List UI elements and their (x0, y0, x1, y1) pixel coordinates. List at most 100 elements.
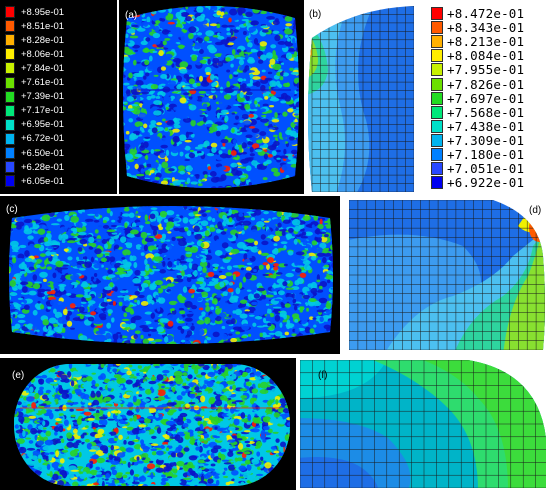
legend-right-swatch (431, 133, 443, 147)
panel-a-stress-contour: (a) (119, 0, 304, 194)
legend-right-entry: +7.051e-01 (431, 161, 524, 176)
legend-right-entry: +8.084e-01 (431, 48, 524, 63)
panel-c-stress-contour: (c) (0, 196, 340, 354)
panel-f-mesh-contour: (f) (298, 358, 550, 490)
legend-right-swatch (431, 105, 443, 119)
legend-right-entry: +7.309e-01 (431, 133, 524, 148)
legend-right-swatch (431, 49, 443, 63)
legend-right-value: +7.438e-01 (447, 118, 525, 134)
legend-right-value: +8.084e-01 (447, 48, 525, 64)
mesh-plot-b (308, 6, 414, 192)
legend-right-value: +8.213e-01 (447, 34, 525, 50)
legend-left-value: +7.39e-01 (21, 91, 65, 103)
contour-plot-e (14, 364, 290, 486)
contour-plot-a (123, 6, 299, 188)
legend-left-swatch (5, 62, 15, 75)
contour-plot-c (9, 206, 333, 344)
legend-left-value: +6.72e-01 (21, 133, 65, 145)
legend-left-entry: +7.17e-01 (5, 104, 65, 117)
legend-left-value: +6.50e-01 (21, 147, 65, 159)
panel-f-label: (f) (318, 370, 328, 381)
legend-right-entry: +8.213e-01 (431, 34, 524, 49)
legend-panel-right: +8.472e-01 +8.343e-01 +8.213e-01 +8.084e-01… (423, 0, 550, 194)
legend-left-swatch (5, 175, 15, 188)
legend-right-swatch (431, 7, 443, 20)
legend-left-entry: +7.61e-01 (5, 76, 65, 89)
legend-left-value: +8.28e-01 (21, 34, 65, 46)
legend-right-entry: +7.438e-01 (431, 119, 524, 134)
legend-left-swatch (5, 132, 15, 145)
legend-right-swatch (431, 148, 443, 161)
legend-left-entry: +8.28e-01 (5, 34, 65, 47)
legend-left-value: +8.06e-01 (21, 48, 65, 60)
panel-b-label: (b) (309, 9, 322, 20)
legend-left-value: +7.17e-01 (21, 105, 65, 117)
legend-right-entry: +7.697e-01 (431, 91, 524, 106)
legend-right-swatch (431, 176, 443, 190)
legend-right-value: +7.568e-01 (447, 104, 525, 120)
mesh-plot-f (300, 360, 546, 488)
legend-left-value: +8.95e-01 (21, 6, 65, 18)
legend-right-value: +7.697e-01 (447, 90, 525, 106)
legend-panel-left: +8.95e-01 +8.51e-01 +8.28e-01 +8.06e-01 +7.8… (0, 0, 117, 194)
legend-left-entry: +6.72e-01 (5, 132, 65, 145)
legend-left-entry: +6.95e-01 (5, 118, 65, 131)
panel-b-mesh-contour: (b) (306, 0, 420, 194)
legend-right-swatch (431, 77, 443, 91)
panel-a-label: (a) (125, 10, 138, 21)
legend-left-entry: +6.50e-01 (5, 147, 64, 159)
legend-right-swatch (431, 63, 443, 77)
legend-right-entry: +8.472e-01 (431, 6, 524, 21)
legend-right-entry: +7.180e-01 (431, 147, 524, 162)
legend-left-swatch (5, 34, 15, 47)
legend-left-swatch (5, 104, 15, 117)
legend-right-value: +8.472e-01 (447, 6, 525, 21)
legend-left-value: +8.51e-01 (21, 20, 65, 32)
legend-left-swatch (5, 20, 15, 33)
legend-right-entry: +7.568e-01 (431, 105, 524, 120)
legend-right-swatch (431, 91, 443, 105)
legend-left-swatch (5, 90, 15, 103)
panel-e-stress-contour: (e) (0, 358, 296, 490)
legend-left-entry: +8.51e-01 (5, 20, 65, 33)
legend-left-swatch (5, 6, 15, 18)
legend-left-entry: +6.05e-01 (5, 175, 65, 188)
legend-left-value: +7.61e-01 (21, 77, 65, 88)
legend-left-swatch (5, 118, 15, 131)
legend-right-entry: +7.826e-01 (431, 77, 524, 92)
legend-right-value: +6.922e-01 (447, 175, 525, 191)
legend-right-value: +8.343e-01 (447, 20, 525, 36)
legend-right-value: +7.826e-01 (447, 76, 525, 92)
legend-left-value: +6.95e-01 (21, 119, 65, 131)
legend-right-value: +7.051e-01 (447, 161, 525, 177)
legend-left-value: +6.05e-01 (21, 175, 65, 187)
legend-left-entry: +7.84e-01 (5, 62, 65, 75)
legend-right-entry: +6.922e-01 (431, 175, 524, 190)
legend-left-entry: +6.28e-01 (5, 161, 65, 174)
legend-left-swatch (5, 147, 15, 159)
legend-right-entry: +7.955e-01 (431, 62, 524, 77)
legend-left-swatch (5, 76, 15, 89)
panel-d-mesh-contour: (d) (343, 196, 550, 356)
legend-right-value: +7.309e-01 (447, 132, 525, 148)
legend-left-entry: +8.06e-01 (5, 48, 65, 61)
legend-left-swatch (5, 161, 15, 174)
legend-right-swatch (431, 21, 443, 35)
mesh-plot-d (349, 200, 545, 350)
panel-e-label: (e) (12, 370, 25, 381)
legend-right-swatch (431, 162, 443, 176)
legend-left-entry: +8.95e-01 (5, 6, 64, 18)
legend-right-value: +7.180e-01 (447, 147, 525, 162)
legend-right-entry: +8.343e-01 (431, 20, 524, 35)
legend-right-swatch (431, 119, 443, 133)
legend-left-value: +7.84e-01 (21, 62, 65, 74)
panel-c-label: (c) (6, 204, 18, 215)
legend-right: +8.472e-01 +8.343e-01 +8.213e-01 +8.084e-01… (431, 6, 549, 192)
legend-right-value: +7.955e-01 (447, 62, 525, 78)
legend-right-swatch (431, 35, 443, 49)
legend-left-value: +6.28e-01 (21, 161, 65, 173)
legend-left: +8.95e-01 +8.51e-01 +8.28e-01 +8.06e-01 +7.8… (5, 6, 115, 192)
legend-left-entry: +7.39e-01 (5, 90, 65, 103)
panel-d-label: (d) (529, 205, 542, 216)
legend-left-swatch (5, 48, 15, 61)
